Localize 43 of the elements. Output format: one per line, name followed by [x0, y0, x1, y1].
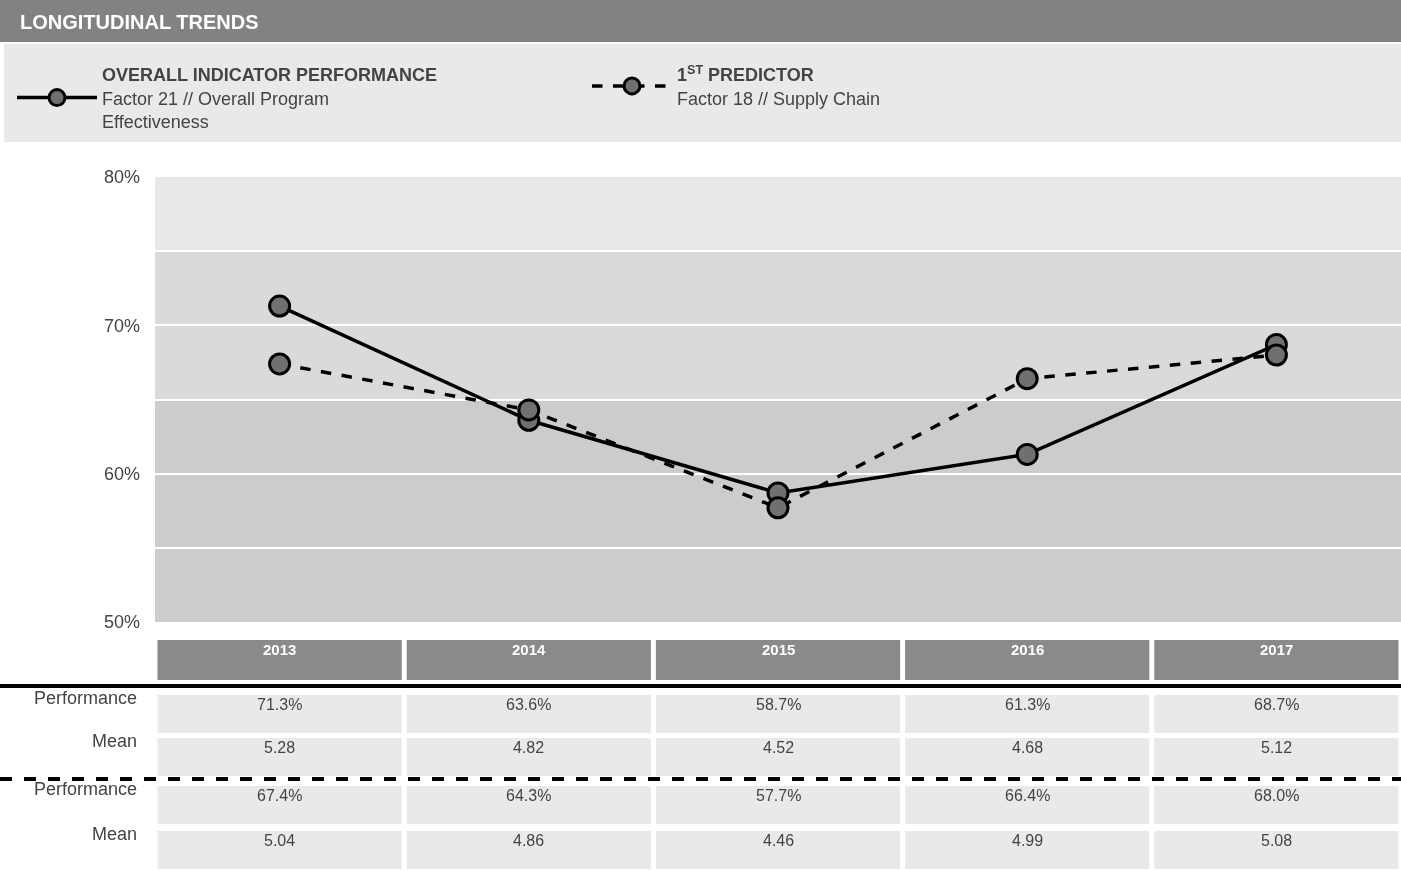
text: 5.28: [264, 739, 296, 756]
x-tick-label: 2017: [1260, 641, 1294, 658]
text: 4.46: [763, 832, 795, 849]
data-label: 71.3%: [257, 696, 303, 713]
y-tick-label: 80%: [103, 167, 140, 188]
chart-title: LONGITUDINAL TRENDS: [20, 11, 259, 33]
text: 4.52: [763, 739, 795, 756]
data-label: 63.6%: [506, 696, 552, 713]
x-tick-label: 2014: [512, 641, 547, 658]
point: [1264, 343, 1288, 367]
data-label: 58.7%: [756, 696, 802, 713]
legend-label: 1$^{ST}$ PREDICTOR Factor 18 // Supply Chain: [677, 62, 881, 109]
text: 4.99: [1012, 832, 1044, 849]
point: [1015, 367, 1039, 391]
point: [766, 496, 790, 520]
text: Performance: [34, 688, 138, 708]
text: 4.86: [513, 832, 545, 849]
data-label: 64.3%: [506, 787, 552, 804]
text: 5.04: [264, 832, 296, 849]
x-tick-label: 2016: [1011, 641, 1045, 658]
text: Mean: [92, 731, 138, 751]
y-tick-label: 50%: [103, 612, 140, 633]
point: [517, 398, 541, 422]
text: 5.12: [1261, 739, 1293, 756]
text: Mean: [92, 824, 138, 844]
data-label: 61.3%: [1005, 696, 1051, 713]
text: Performance: [34, 779, 138, 799]
text: 5.08: [1261, 832, 1293, 849]
legend-label: OVERALL INDICATOR PERFORMANCE Factor 21 // Overall Program Effectiveness: [102, 65, 438, 133]
point: [268, 294, 292, 318]
text: 4.82: [513, 739, 545, 756]
data-label: 68.7%: [1254, 696, 1300, 713]
data-label: 57.7%: [756, 787, 802, 804]
data-label: 67.4%: [257, 787, 303, 804]
x-tick-label: 2013: [263, 641, 297, 658]
data-label: 66.4%: [1005, 787, 1051, 804]
x-tick-label: 2015: [762, 641, 796, 658]
text: 4.68: [1012, 739, 1044, 756]
point: [268, 352, 292, 376]
y-tick-label: 60%: [103, 463, 140, 484]
y-tick-label: 70%: [103, 315, 140, 336]
data-label: 68.0%: [1254, 787, 1300, 804]
point: [1015, 442, 1039, 466]
